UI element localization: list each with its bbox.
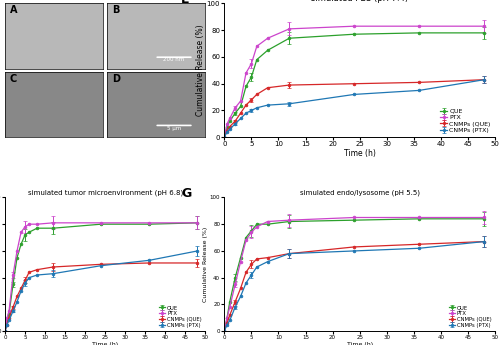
Text: B: B bbox=[112, 6, 120, 16]
Title: simulated PBS (pH 7.4): simulated PBS (pH 7.4) bbox=[311, 0, 408, 3]
Legend: QUE, PTX, CNMPs (QUE), CNMPs (PTX): QUE, PTX, CNMPs (QUE), CNMPs (PTX) bbox=[438, 107, 492, 134]
Y-axis label: Cumulative Release (%): Cumulative Release (%) bbox=[204, 227, 208, 302]
Text: G: G bbox=[181, 187, 192, 200]
Title: simulated endo/lysosome (pH 5.5): simulated endo/lysosome (pH 5.5) bbox=[300, 190, 420, 196]
Legend: QUE, PTX, CNMPs (QUE), CNMPs (PTX): QUE, PTX, CNMPs (QUE), CNMPs (PTX) bbox=[158, 304, 203, 328]
Text: E: E bbox=[181, 0, 190, 6]
X-axis label: Time (h): Time (h) bbox=[346, 342, 372, 345]
Text: 5 μm: 5 μm bbox=[167, 126, 181, 131]
Text: 200 nm: 200 nm bbox=[164, 58, 184, 62]
Text: A: A bbox=[10, 6, 18, 16]
X-axis label: Time (h): Time (h) bbox=[92, 342, 118, 345]
Text: D: D bbox=[112, 73, 120, 83]
Y-axis label: Cumulative Release (%): Cumulative Release (%) bbox=[196, 24, 205, 116]
Text: C: C bbox=[10, 73, 17, 83]
Legend: QUE, PTX, CNMPs (QUE), CNMPs (PTX): QUE, PTX, CNMPs (QUE), CNMPs (PTX) bbox=[448, 304, 492, 328]
Title: simulated tumor microenvironment (pH 6.8): simulated tumor microenvironment (pH 6.8… bbox=[28, 190, 183, 196]
X-axis label: Time (h): Time (h) bbox=[344, 149, 376, 158]
